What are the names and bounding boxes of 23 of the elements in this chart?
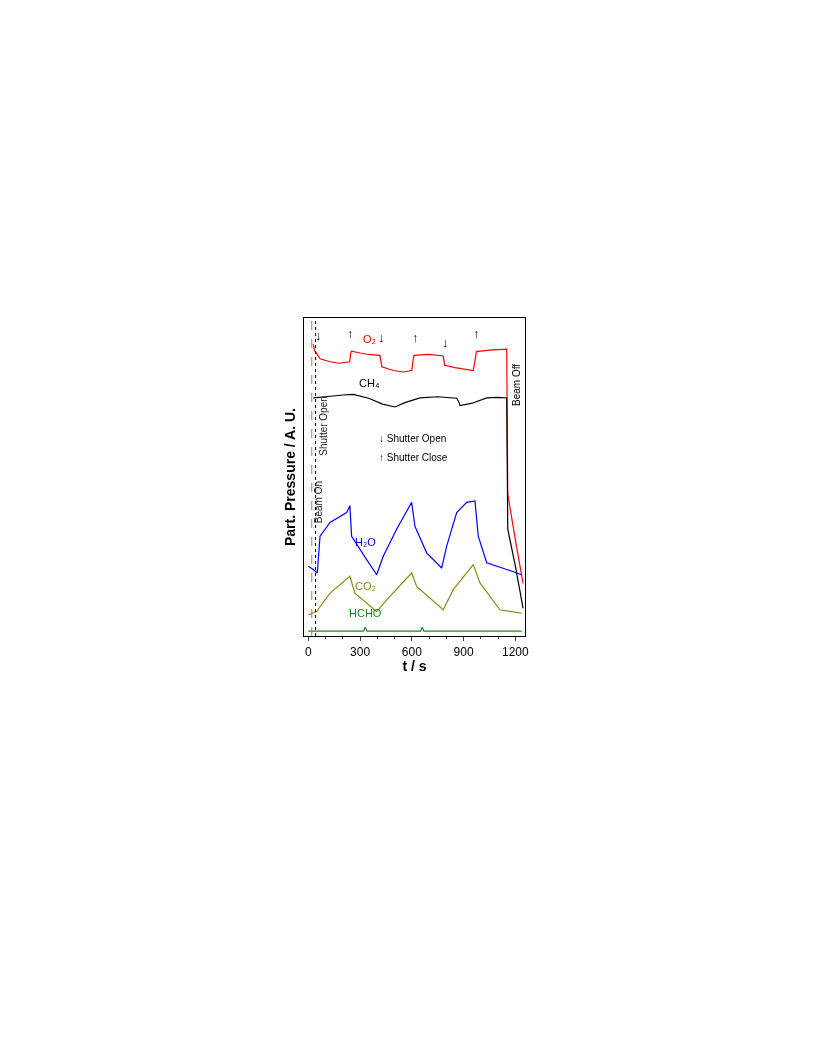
x-tick-label: 300 xyxy=(350,644,371,659)
series-label: H₂O xyxy=(355,536,377,548)
annotation: ↓ Shutter Open xyxy=(379,433,447,444)
annotation: ↑ xyxy=(347,326,354,341)
series-label: HCHO xyxy=(349,607,382,619)
ref-line-label: Shutter Open xyxy=(318,396,330,456)
annotation: ↑ xyxy=(473,326,480,341)
series-label: O₂ xyxy=(363,333,376,345)
annotation: Beam Off xyxy=(510,363,522,407)
x-tick-label: 1200 xyxy=(501,644,530,659)
x-tick-label: 0 xyxy=(304,644,312,659)
x-tick-label: 900 xyxy=(453,644,474,659)
annotation: ↑ xyxy=(412,330,419,345)
series-label: CO₂ xyxy=(355,580,376,592)
annotation: ↑ Shutter Close xyxy=(379,452,448,463)
x-axis-title: t / s xyxy=(402,658,427,675)
y-axis-title: Part. Pressure / A. U. xyxy=(281,408,298,546)
annotation: ↓ xyxy=(315,328,322,343)
series-label: CH₄ xyxy=(359,377,380,389)
ref-line-label: Beam On xyxy=(313,480,325,524)
x-tick-label: 600 xyxy=(401,644,423,659)
annotation: ↓ xyxy=(442,335,449,350)
annotation: ↓ xyxy=(378,330,385,345)
